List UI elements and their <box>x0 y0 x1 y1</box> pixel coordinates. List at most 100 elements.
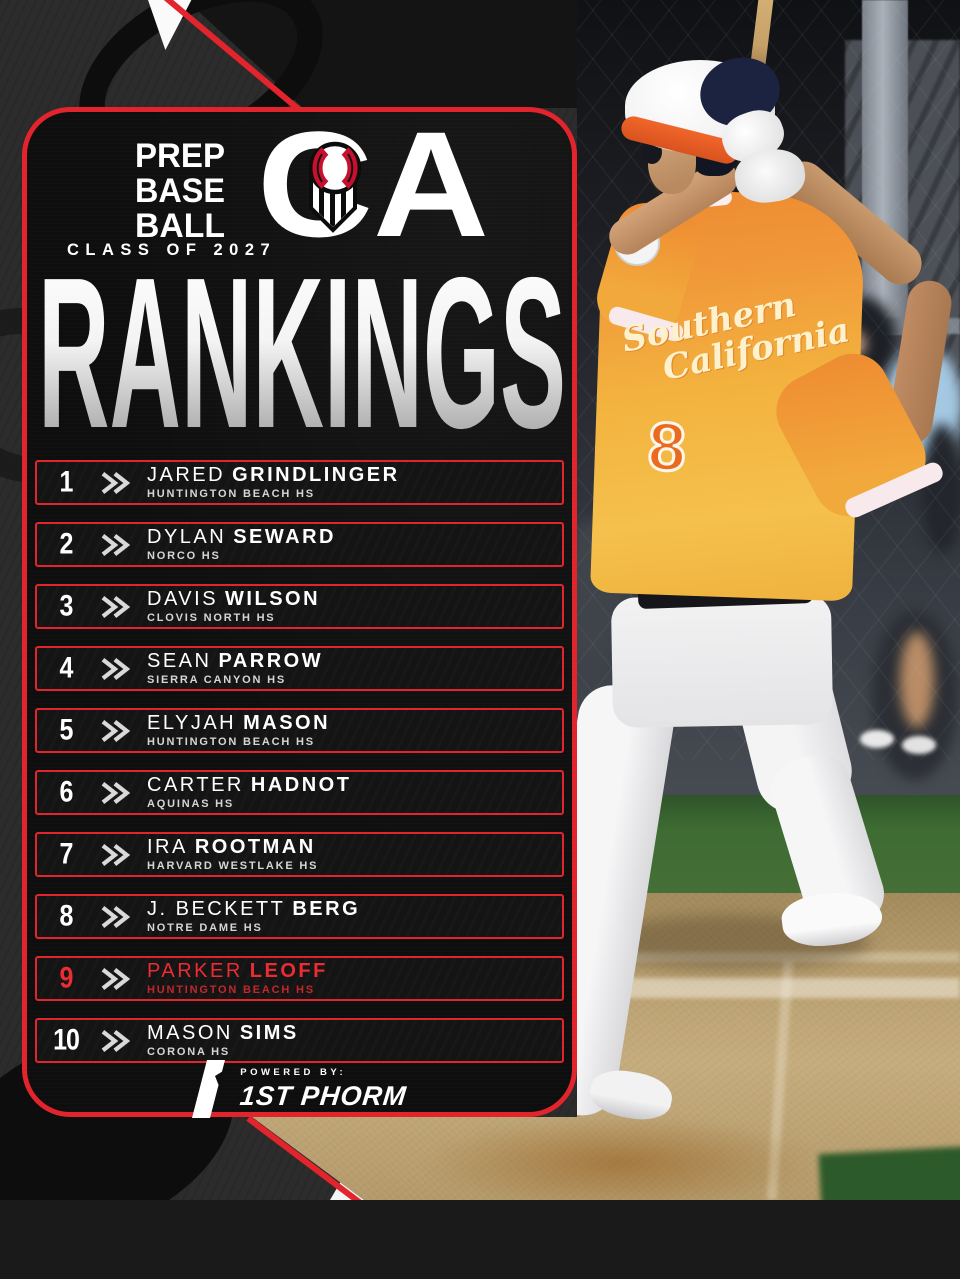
player-school: HUNTINGTON BEACH HS <box>147 736 315 748</box>
player-name: DAVIS WILSON <box>147 589 320 609</box>
player-last-name: MASON <box>243 712 331 734</box>
player-first-name: JARED <box>147 464 226 486</box>
ranking-row: 3 DAVIS WILSON CLOVIS NORTH HS <box>35 584 564 629</box>
rankings-card: PREP BASE BALL CA CLASS OF 2027 <box>22 107 577 1118</box>
player-name: J. BECKETT BERG <box>147 899 360 919</box>
ranking-row: 10 MASON SIMS CORONA HS <box>35 1018 564 1063</box>
brand-line-2: BASE <box>135 172 225 210</box>
rank-number: 2 <box>59 527 74 561</box>
jersey-number: 8 <box>645 407 688 487</box>
player-school: CORONA HS <box>147 1046 231 1058</box>
player-school: NOTRE DAME HS <box>147 922 263 934</box>
rankings-list: 1 JARED GRINDLINGER HUNTINGTON BEACH HS 2… <box>27 460 572 1080</box>
double-chevron-icon <box>101 595 131 618</box>
rank-number: 5 <box>59 713 74 747</box>
double-chevron-icon <box>101 533 131 556</box>
player-info: JARED GRINDLINGER HUNTINGTON BEACH HS <box>147 465 400 500</box>
player-school: HUNTINGTON BEACH HS <box>147 488 315 500</box>
spectator <box>922 424 960 554</box>
player-name: SEAN PARROW <box>147 651 323 671</box>
player-first-name: MASON <box>147 1022 233 1044</box>
player-school: HARVARD WESTLAKE HS <box>147 860 319 872</box>
rank-number: 9 <box>59 961 74 995</box>
brand-line-1: PREP <box>135 137 225 175</box>
ranking-row: 4 SEAN PARROW SIERRA CANYON HS <box>35 646 564 691</box>
player-name: DYLAN SEWARD <box>147 527 336 547</box>
player-first-name: DYLAN <box>147 526 227 548</box>
player-last-name: SIMS <box>239 1022 299 1044</box>
double-chevron-icon <box>101 471 131 494</box>
powered-by-label: POWERED BY: <box>240 1066 347 1078</box>
rank-number: 8 <box>59 899 74 933</box>
spectator-shoe <box>902 736 936 754</box>
player-school: AQUINAS HS <box>147 798 235 810</box>
ca-logo: CA <box>257 122 489 246</box>
double-chevron-icon <box>101 719 131 742</box>
brand-line-3: BALL <box>135 207 225 242</box>
player-last-name: PARROW <box>218 650 324 672</box>
ranking-row: 6 CARTER HADNOT AQUINAS HS <box>35 770 564 815</box>
sponsor-name: 1ST PHORM <box>238 1080 409 1111</box>
player-school: SIERRA CANYON HS <box>147 674 287 686</box>
double-chevron-icon <box>101 1029 131 1052</box>
sponsor-footer: POWERED BY: 1ST PHORM <box>27 1060 572 1118</box>
player-last-name: BERG <box>292 898 361 920</box>
rankings-title-text: RANKINGS <box>38 262 566 434</box>
spectator-legs <box>900 632 934 728</box>
rank-number: 1 <box>59 465 74 499</box>
player-info: ELYJAH MASON HUNTINGTON BEACH HS <box>147 713 330 748</box>
double-chevron-icon <box>101 781 131 804</box>
player-first-name: CARTER <box>147 774 244 796</box>
player-school: HUNTINGTON BEACH HS <box>147 984 315 996</box>
chalk-line <box>430 952 960 962</box>
player-first-name: ELYJAH <box>147 712 237 734</box>
player-info: CARTER HADNOT AQUINAS HS <box>147 775 351 810</box>
prep-baseball-wordmark: PREP BASE BALL <box>135 137 225 242</box>
player-first-name: J. BECKETT <box>147 898 286 920</box>
player-first-name: PARKER <box>147 960 243 982</box>
double-chevron-icon <box>101 967 131 990</box>
player-last-name: HADNOT <box>250 774 352 796</box>
player-info: DAVIS WILSON CLOVIS NORTH HS <box>147 589 320 624</box>
1st-phorm-logo-icon <box>192 1060 229 1118</box>
player-name: MASON SIMS <box>147 1023 299 1043</box>
player-school: NORCO HS <box>147 550 221 562</box>
player-last-name: GRINDLINGER <box>232 464 400 486</box>
turf-corner <box>818 1145 960 1200</box>
player-name: JARED GRINDLINGER <box>147 465 400 485</box>
player-school: CLOVIS NORTH HS <box>147 612 276 624</box>
player-first-name: DAVIS <box>147 588 219 610</box>
ranking-row: 7 IRA ROOTMAN HARVARD WESTLAKE HS <box>35 832 564 877</box>
rank-number: 7 <box>59 837 74 871</box>
player-first-name: SEAN <box>147 650 212 672</box>
player-info: DYLAN SEWARD NORCO HS <box>147 527 336 562</box>
ranking-row: 5 ELYJAH MASON HUNTINGTON BEACH HS <box>35 708 564 753</box>
ranking-row: 1 JARED GRINDLINGER HUNTINGTON BEACH HS <box>35 460 564 505</box>
rank-number: 4 <box>59 651 74 685</box>
player-last-name: WILSON <box>225 588 321 610</box>
double-chevron-icon <box>101 843 131 866</box>
player-last-name: ROOTMAN <box>194 836 316 858</box>
spectator-shoe <box>860 730 894 748</box>
batter-pants <box>610 594 834 728</box>
player-last-name: SEWARD <box>233 526 336 548</box>
player-info: SEAN PARROW SIERRA CANYON HS <box>147 651 323 686</box>
player-name: CARTER HADNOT <box>147 775 351 795</box>
class-label: CLASS OF 2027 <box>67 241 277 259</box>
double-chevron-icon <box>101 657 131 680</box>
player-name: ELYJAH MASON <box>147 713 330 733</box>
player-name: IRA ROOTMAN <box>147 837 318 857</box>
player-first-name: IRA <box>147 836 188 858</box>
rank-number: 6 <box>59 775 74 809</box>
player-name: PARKER LEOFF <box>147 961 328 981</box>
player-last-name: LEOFF <box>249 960 328 982</box>
player-info: J. BECKETT BERG NOTRE DAME HS <box>147 899 360 934</box>
baseball-icon <box>308 141 362 195</box>
player-info: PARKER LEOFF HUNTINGTON BEACH HS <box>147 961 328 996</box>
ca-letters: CA <box>257 122 489 246</box>
ranking-row: 9 PARKER LEOFF HUNTINGTON BEACH HS <box>35 956 564 1001</box>
player-info: MASON SIMS CORONA HS <box>147 1023 299 1058</box>
sponsor-text-block: POWERED BY: 1ST PHORM <box>238 1066 409 1112</box>
double-chevron-icon <box>101 905 131 928</box>
ranking-row: 8 J. BECKETT BERG NOTRE DAME HS <box>35 894 564 939</box>
